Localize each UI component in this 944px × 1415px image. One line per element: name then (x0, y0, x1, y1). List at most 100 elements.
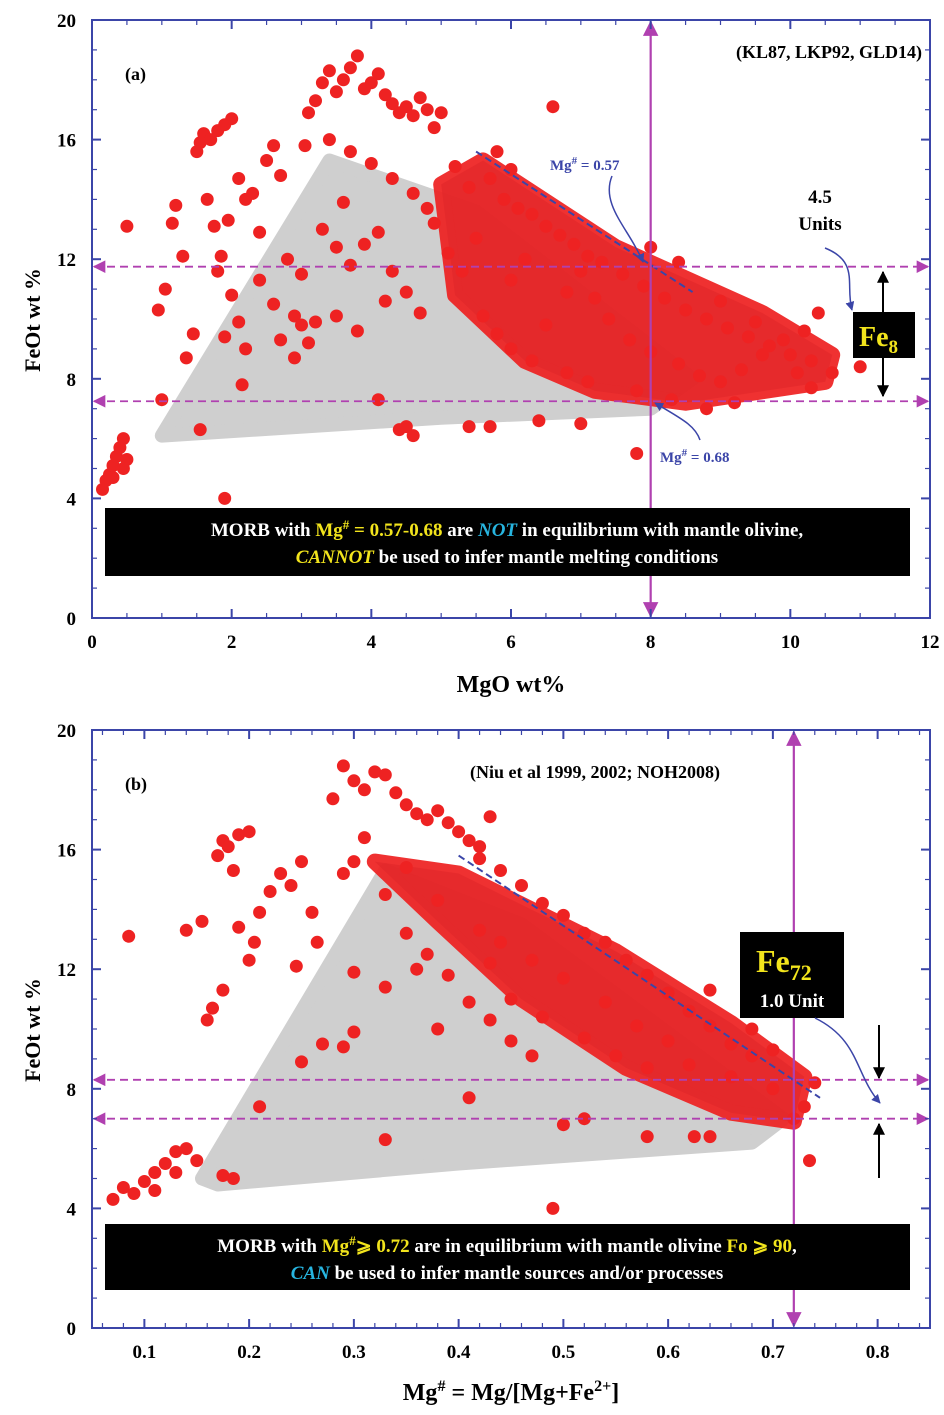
panel-b-points (106, 759, 822, 1215)
data-point (151, 303, 165, 317)
data-point (284, 879, 298, 892)
data-point (176, 249, 190, 263)
data-point (336, 759, 350, 773)
data-point (329, 240, 343, 254)
data-point (274, 333, 288, 347)
data-point (431, 1022, 445, 1036)
panel-a-source: (KL87, LKP92, GLD14) (736, 42, 922, 63)
data-point (309, 94, 322, 108)
data-point (825, 366, 839, 380)
data-point (216, 983, 230, 997)
data-point (665, 393, 679, 407)
panel-b-xlabel: Mg# = Mg/[Mg+Fe2+] (403, 1378, 619, 1406)
data-point (700, 402, 713, 416)
x-tick-label: 4 (367, 632, 377, 653)
data-point (289, 959, 303, 973)
data-point (637, 279, 651, 293)
panel-a-ylabel: FeOt wt % (20, 268, 45, 372)
data-point (535, 1010, 549, 1024)
data-point (406, 186, 420, 200)
data-point (525, 354, 539, 368)
data-point (473, 840, 487, 854)
data-point (179, 923, 193, 937)
data-point (122, 929, 136, 943)
data-point (137, 1175, 151, 1188)
data-point (315, 222, 329, 236)
data-point (357, 237, 371, 251)
data-point (539, 318, 553, 332)
data-point (766, 1082, 780, 1096)
data-point (804, 381, 818, 395)
x-tick-label: 0.1 (133, 1342, 157, 1363)
data-point (295, 1055, 308, 1069)
data-point (347, 965, 361, 979)
data-point (336, 195, 350, 209)
data-point (218, 330, 232, 344)
data-point (567, 237, 581, 251)
data-point (703, 983, 717, 997)
data-point (581, 249, 595, 263)
data-point (490, 327, 504, 341)
data-point (274, 867, 288, 880)
data-point (714, 375, 727, 389)
data-point (560, 285, 574, 299)
data-point (556, 971, 570, 985)
data-point (413, 91, 427, 105)
data-point (226, 864, 240, 877)
panel-a-fe8-label: Fe8 (859, 322, 898, 358)
data-point (148, 1184, 162, 1197)
panel-a-message-line1: MORB with Mg# = 0.57-0.68 are NOT in equ… (211, 517, 804, 541)
data-point (221, 213, 235, 227)
data-point (483, 956, 497, 970)
data-point (357, 783, 371, 797)
data-point (378, 768, 392, 782)
data-point (504, 992, 518, 1006)
x-tick-label: 0.8 (866, 1342, 890, 1363)
dense-band-polygon (433, 152, 841, 411)
data-point (602, 312, 616, 326)
data-point (343, 258, 357, 272)
data-point (476, 309, 490, 323)
data-point (225, 288, 239, 302)
dense-band-core (441, 160, 833, 403)
data-point (385, 97, 399, 111)
panel-b-fe72-label: Fe72 (756, 943, 812, 985)
panel-b-fe72-box (740, 932, 844, 1018)
data-point (253, 225, 267, 239)
x-tick-label: 0.6 (656, 1342, 680, 1363)
data-point (434, 106, 448, 120)
data-point (406, 429, 420, 443)
data-point (473, 852, 487, 866)
panel-a: 0 4 8 12 16 20 0 2 4 6 8 10 12 (a) (KL87, LKP92, GLD… (20, 11, 940, 698)
data-point (179, 351, 193, 365)
data-point (714, 294, 727, 308)
data-point (106, 471, 120, 484)
data-point (630, 384, 644, 398)
data-point (721, 321, 734, 335)
data-point (661, 1034, 675, 1048)
data-point (247, 935, 261, 949)
data-point (329, 85, 343, 99)
data-point (640, 1061, 654, 1075)
data-point (420, 947, 434, 961)
data-point (755, 348, 769, 362)
data-point (350, 49, 364, 63)
x-tick-label: 2 (227, 632, 237, 653)
panel-a-dense-band (433, 152, 841, 411)
panel-b-units-label: 1.0 Unit (760, 991, 825, 1012)
data-point (399, 861, 413, 874)
data-point (420, 201, 434, 215)
data-point (399, 798, 413, 812)
data-point (672, 357, 686, 371)
data-point (216, 1169, 230, 1182)
data-point (200, 192, 214, 206)
data-point (281, 252, 294, 266)
data-point (539, 219, 553, 233)
data-point (532, 414, 546, 428)
panel-b-message-line2: CAN be used to infer mantle sources and/… (291, 1263, 723, 1284)
data-point (661, 986, 675, 1000)
data-point (239, 342, 253, 356)
panel-a-fe8-box (853, 312, 915, 358)
data-point (741, 330, 755, 344)
data-point (242, 825, 256, 839)
